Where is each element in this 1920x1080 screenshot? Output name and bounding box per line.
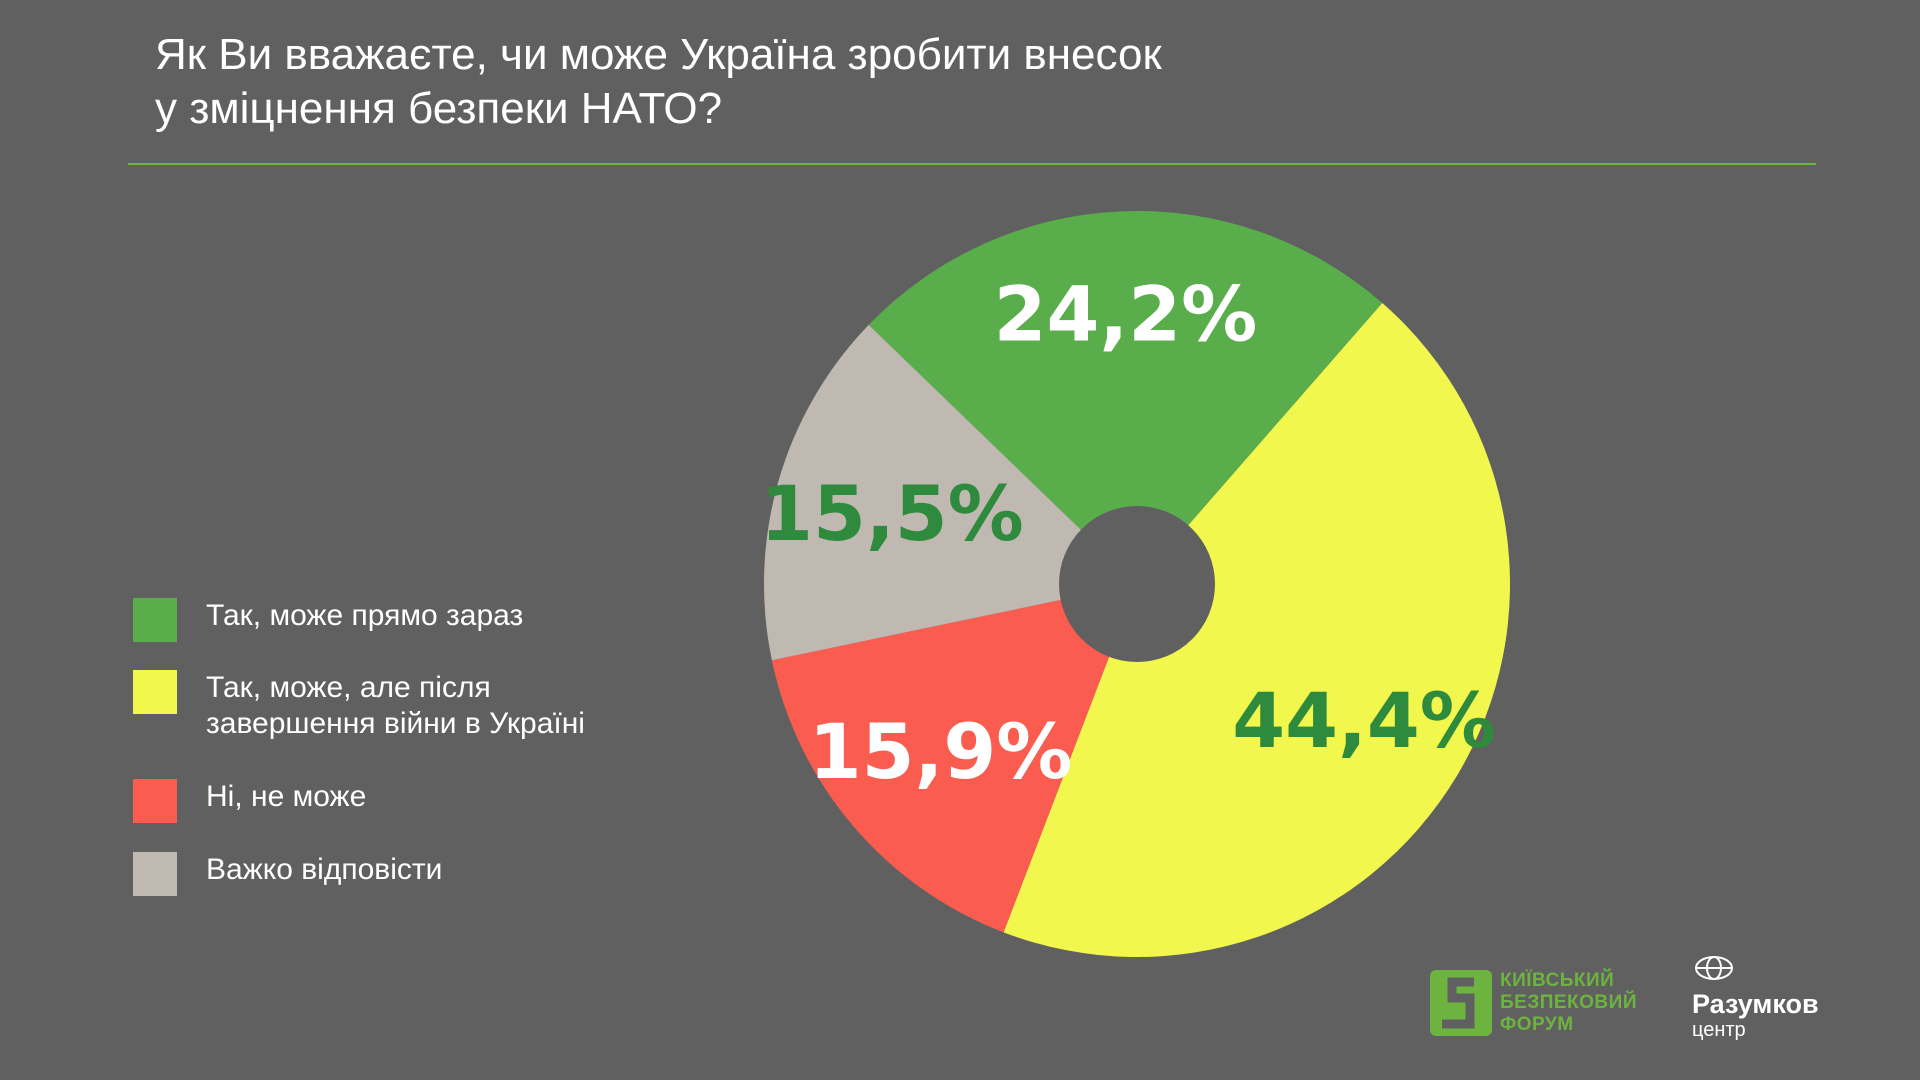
legend-label-after-war: Так, може, але після завершення війни в … [206, 670, 686, 742]
legend-item-after-war: Так, може, але після завершення війни в … [133, 670, 686, 742]
legend-swatch-hard-to-say [133, 852, 177, 896]
pie-hole [1059, 506, 1215, 662]
razumkov-sub: центр [1692, 1019, 1746, 1041]
chart-title-line-1: Як Ви вважаєте, чи може Україна зробити … [155, 30, 1162, 79]
data-label-no: 15,9% [809, 707, 1073, 796]
razumkov-name: Разумков [1692, 989, 1819, 1019]
legend-swatch-now [133, 598, 177, 642]
razumkov-centre-logo: Разумков центр [1692, 955, 1819, 1041]
legend-item-hard-to-say: Важко відповісти [133, 852, 686, 896]
data-label-now: 24,2% [994, 270, 1258, 359]
legend-label-after-war-line-2: завершення війни в Україні [206, 707, 585, 740]
legend-swatch-after-war [133, 670, 177, 714]
chart-title-line-2: у зміцнення безпеки НАТО? [155, 84, 723, 133]
pie-slice-after-war [1003, 303, 1510, 957]
chart-title: Як Ви вважаєте, чи може Україна зробити … [155, 28, 1455, 136]
pie-slices [763, 211, 1510, 957]
pie-slice-hard-to-say [763, 324, 1137, 661]
pie-labels: 24,2% 44,4% 15,9% 15,5% [760, 270, 1496, 796]
legend-label-now-line-1: Так, може прямо зараз [206, 599, 524, 632]
legend-label-now: Так, може прямо зараз [206, 598, 686, 634]
legend-label-hard-to-say-line-1: Важко відповісти [206, 853, 443, 886]
legend-swatch-no [133, 779, 177, 823]
legend-item-now: Так, може прямо зараз [133, 598, 686, 642]
legend-item-no: Ні, не може [133, 779, 686, 823]
kyiv-security-forum-logo: КИЇВСЬКИЙ БЕЗПЕКОВИЙ ФОРУМ [1430, 970, 1637, 1036]
legend-label-no: Ні, не може [206, 779, 686, 815]
pie-slice-now [868, 211, 1383, 584]
legend-label-after-war-line-1: Так, може, але після [206, 671, 491, 704]
kbf-text: КИЇВСЬКИЙ БЕЗПЕКОВИЙ ФОРУМ [1500, 970, 1637, 1036]
data-label-after-war: 44,4% [1232, 676, 1496, 765]
kbf-line-1: КИЇВСЬКИЙ [1500, 970, 1615, 991]
legend-label-no-line-1: Ні, не може [206, 780, 367, 813]
kbf-line-3: ФОРУМ [1500, 1014, 1574, 1035]
pie-slice-no [771, 584, 1137, 933]
globe-icon [1695, 956, 1733, 980]
kbf-line-2: БЕЗПЕКОВИЙ [1500, 992, 1637, 1013]
data-label-hard-to-say: 15,5% [760, 469, 1024, 558]
title-divider [128, 163, 1816, 165]
kbf-mark-icon [1430, 970, 1492, 1036]
legend-label-hard-to-say: Важко відповісти [206, 852, 686, 888]
